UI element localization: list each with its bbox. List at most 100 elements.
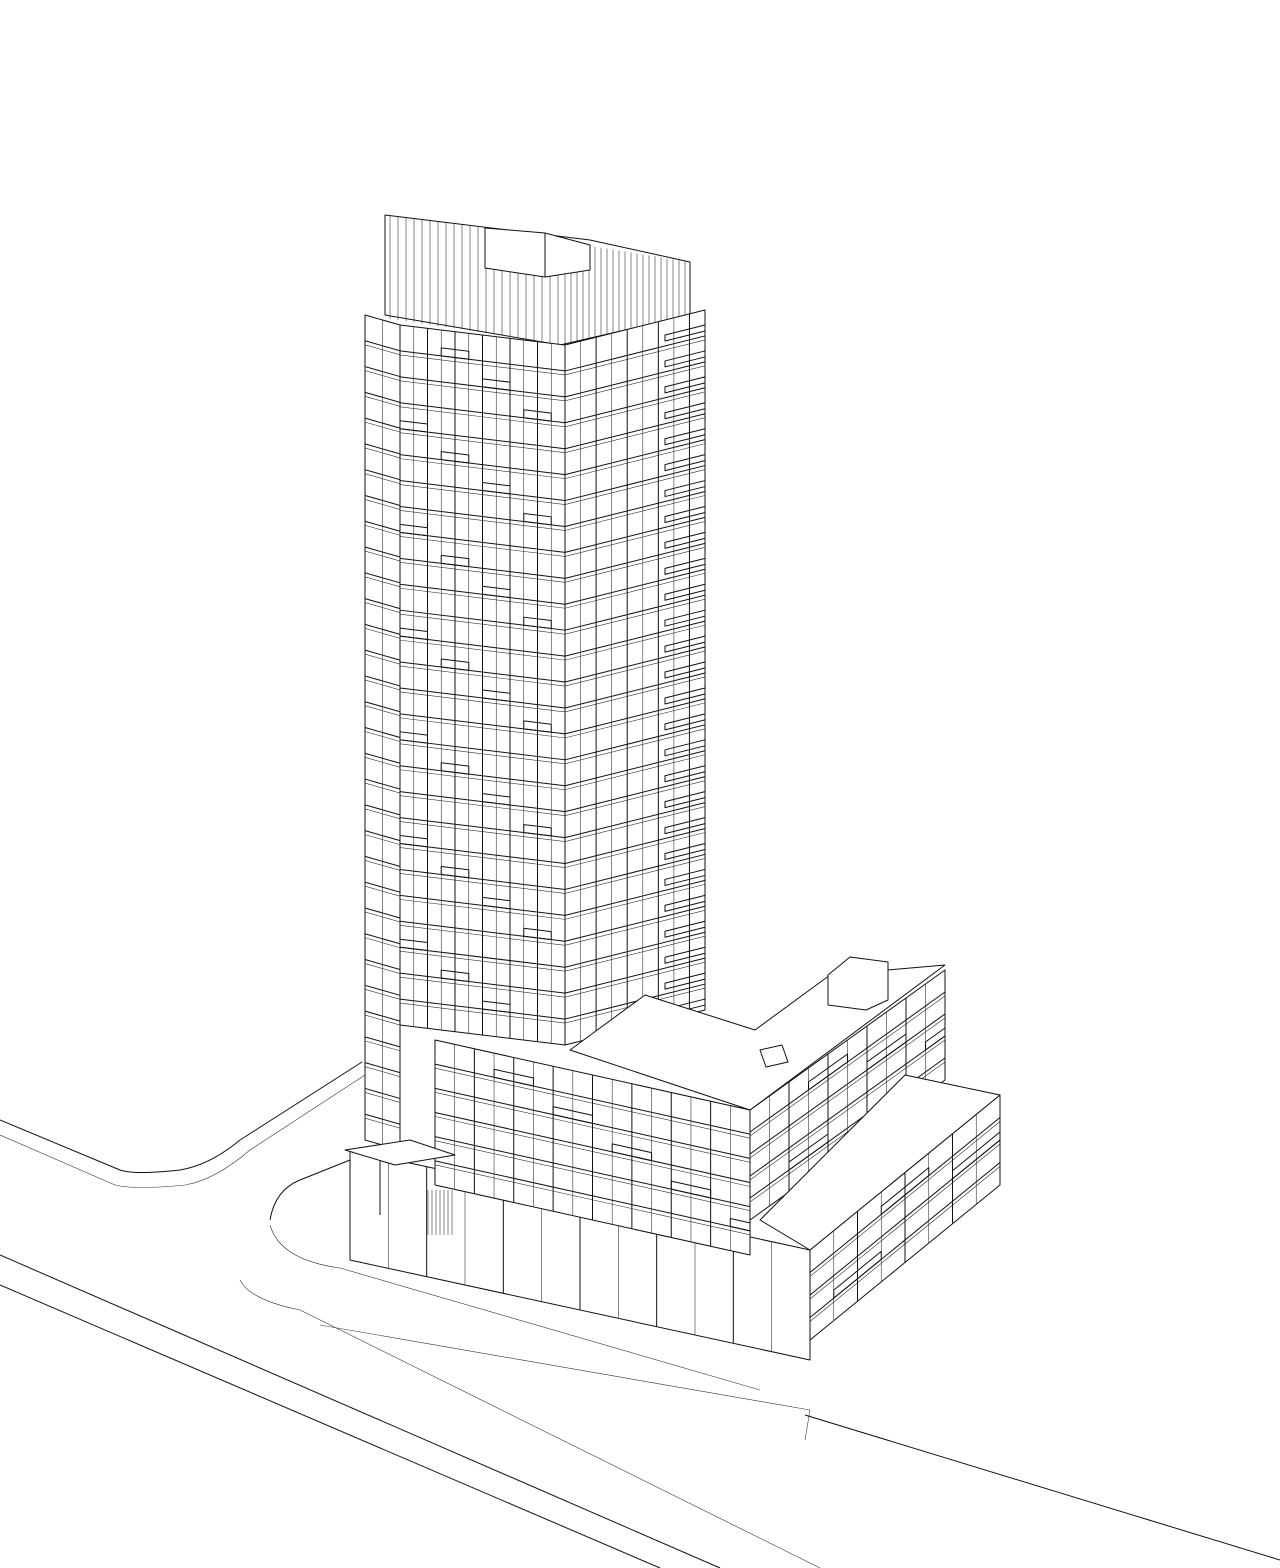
- balcony: [399, 627, 428, 640]
- balcony: [440, 865, 470, 879]
- balcony: [440, 451, 470, 464]
- curb: [269, 1224, 761, 1391]
- wing-roof: [759, 1074, 1001, 1251]
- edge: [564, 598, 706, 635]
- balcony: [611, 1143, 653, 1162]
- edge: [564, 724, 706, 761]
- balcony: [664, 428, 706, 446]
- edge: [564, 339, 706, 376]
- balcony: [440, 347, 470, 360]
- balcony: [440, 969, 470, 982]
- balcony: [523, 616, 552, 630]
- balcony: [664, 454, 706, 472]
- rooftop-structure: [827, 956, 889, 1011]
- edge: [564, 884, 706, 920]
- balcony: [493, 1068, 534, 1087]
- balcony: [440, 658, 470, 671]
- balcony: [729, 1217, 751, 1232]
- balcony: [664, 843, 706, 861]
- edge: [564, 957, 706, 994]
- balcony: [523, 927, 552, 941]
- balcony: [664, 765, 706, 783]
- balcony: [664, 739, 706, 757]
- balcony: [664, 661, 706, 679]
- edge: [564, 568, 706, 605]
- edge: [564, 650, 706, 687]
- balcony: [664, 868, 706, 886]
- balcony: [664, 713, 706, 731]
- edge: [564, 776, 706, 813]
- edge: [564, 391, 706, 428]
- balcony: [440, 762, 470, 775]
- edge: [564, 443, 706, 479]
- building: [344, 214, 1001, 1361]
- edge: [564, 905, 706, 942]
- edge: [564, 387, 706, 424]
- edge: [564, 547, 706, 583]
- balcony: [670, 1180, 712, 1199]
- edge: [564, 542, 706, 579]
- balcony: [482, 896, 511, 910]
- edge: [564, 858, 706, 894]
- edge: [564, 620, 706, 657]
- balcony: [664, 635, 706, 653]
- tower-right-face: [564, 309, 706, 1046]
- edge: [564, 780, 706, 816]
- balcony: [664, 557, 706, 575]
- balcony: [664, 920, 706, 938]
- balcony: [866, 1033, 907, 1071]
- edge: [564, 413, 706, 450]
- balcony: [788, 1133, 829, 1171]
- curb: [269, 1159, 351, 1221]
- balcony: [664, 505, 706, 523]
- balcony: [664, 583, 706, 601]
- curb: [0, 1074, 366, 1188]
- balcony: [399, 731, 428, 744]
- balcony: [482, 378, 511, 391]
- road-edge: [0, 1254, 721, 1568]
- edge: [564, 469, 706, 505]
- edge: [564, 361, 706, 398]
- edge: [564, 832, 706, 868]
- balcony: [664, 609, 706, 627]
- edge: [564, 439, 706, 476]
- balcony: [664, 531, 706, 549]
- balcony: [664, 376, 706, 394]
- balcony: [664, 817, 706, 835]
- roof-hatch: [759, 1044, 789, 1068]
- balcony: [664, 402, 706, 420]
- canopy: [344, 1139, 456, 1166]
- edge: [564, 646, 706, 683]
- road-line: [239, 1279, 821, 1568]
- edge: [564, 672, 706, 709]
- balcony: [523, 824, 552, 837]
- balcony: [664, 946, 706, 964]
- edge: [564, 806, 706, 842]
- balcony: [664, 972, 706, 990]
- balcony: [664, 791, 706, 809]
- edge: [564, 728, 706, 765]
- edge: [564, 961, 706, 998]
- edge: [564, 335, 706, 372]
- sidewalk: [319, 1324, 811, 1441]
- road-edge: [0, 1284, 661, 1568]
- edge: [564, 594, 706, 631]
- mechanical-box: [484, 227, 591, 278]
- balcony: [664, 350, 706, 368]
- edge: [564, 828, 706, 865]
- balcony: [664, 480, 706, 498]
- edge: [564, 676, 706, 713]
- streets: [0, 1061, 1280, 1568]
- balcony: [808, 1053, 848, 1091]
- edge: [564, 465, 706, 502]
- balcony: [482, 689, 511, 702]
- edge: [564, 572, 706, 609]
- edge: [564, 983, 706, 1020]
- balcony: [664, 324, 706, 342]
- balcony: [482, 585, 511, 599]
- balcony: [399, 420, 428, 433]
- edge: [564, 490, 706, 527]
- balcony: [482, 482, 511, 495]
- edge: [564, 417, 706, 453]
- edge: [564, 516, 706, 553]
